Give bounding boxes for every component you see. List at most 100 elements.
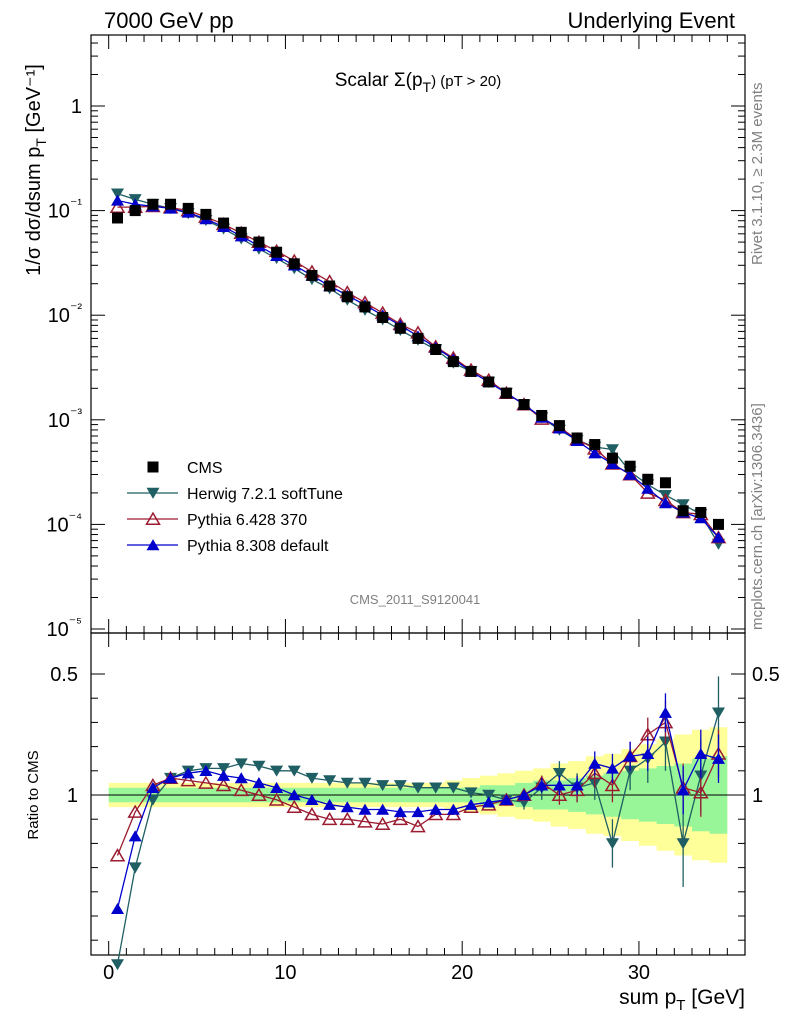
ratio-point-herwig-7-2-1-softtune xyxy=(676,838,690,850)
point-cms xyxy=(235,226,247,238)
ratio-point-herwig-7-2-1-softtune xyxy=(111,959,125,971)
ratio-point-pythia-8-308-default xyxy=(429,803,443,815)
point-cms xyxy=(606,452,618,464)
point-herwig-7-2-1-softtune xyxy=(605,444,619,456)
ratio-point-pythia-6-428-370 xyxy=(339,811,356,826)
ratio-point-pythia-8-308-default xyxy=(305,793,319,806)
ratio-point-pythia-6-428-370 xyxy=(268,792,285,806)
ratio-y-tick-label: 0.5 xyxy=(752,664,780,686)
ratio-point-herwig-7-2-1-softtune xyxy=(552,768,566,780)
y-tick-label: 10⁻⁴ xyxy=(46,509,82,536)
point-cms xyxy=(447,356,459,368)
ratio-point-pythia-6-428-370 xyxy=(198,775,214,789)
y-tick-label: 10⁻¹ xyxy=(48,196,83,223)
point-cms xyxy=(624,460,636,472)
point-cms xyxy=(659,477,671,489)
ratio-point-pythia-8-308-default xyxy=(111,902,125,914)
point-pythia-8-308-default xyxy=(658,497,672,509)
point-pythia-8-308-default xyxy=(623,468,637,480)
ratio-point-pythia-8-308-default xyxy=(411,806,425,818)
ratio-point-pythia-8-308-default xyxy=(287,789,301,801)
ratio-point-pythia-8-308-default xyxy=(252,777,266,789)
ratio-point-pythia-6-428-370 xyxy=(374,816,391,830)
ratio-point-pythia-6-428-370 xyxy=(127,804,144,818)
ratio-point-pythia-6-428-370 xyxy=(251,787,267,801)
plot-title: Scalar Σ(pT) (pT > 20) xyxy=(335,70,502,95)
point-cms xyxy=(500,387,512,399)
legend-marker xyxy=(147,461,159,473)
ratio-point-pythia-8-308-default xyxy=(181,767,195,779)
point-pythia-6-428-370 xyxy=(109,199,126,214)
point-cms xyxy=(712,518,724,530)
point-cms xyxy=(695,506,707,518)
point-cms xyxy=(288,258,300,270)
legend-label: CMS xyxy=(187,460,223,477)
ratio-point-pythia-6-428-370 xyxy=(304,807,320,821)
point-cms xyxy=(571,432,583,444)
point-cms xyxy=(518,399,530,411)
ratio-point-herwig-7-2-1-softtune xyxy=(128,862,142,874)
ratio-point-herwig-7-2-1-softtune xyxy=(411,782,425,794)
y-tick-label: 10⁻² xyxy=(48,300,83,327)
ratio-point-pythia-8-308-default xyxy=(128,830,142,842)
point-cms xyxy=(642,473,654,485)
ratio-point-herwig-7-2-1-softtune xyxy=(623,765,637,777)
ratio-point-pythia-8-308-default xyxy=(270,781,284,793)
ratio-point-pythia-8-308-default xyxy=(605,762,619,774)
point-cms xyxy=(271,246,283,258)
point-cms xyxy=(536,409,548,421)
point-cms xyxy=(430,343,442,355)
legend-label: Herwig 7.2.1 softTune xyxy=(187,486,343,503)
ratio-point-herwig-7-2-1-softtune xyxy=(234,758,248,770)
point-herwig-7-2-1-softtune xyxy=(111,188,125,200)
ratio-point-pythia-8-308-default xyxy=(711,752,725,764)
ratio-point-pythia-6-428-370 xyxy=(410,819,426,833)
y-tick-label: 1 xyxy=(71,96,82,118)
ratio-point-pythia-6-428-370 xyxy=(392,811,409,826)
y-axis-label: 1/σ dσ/dsum pT [GeV⁻¹] xyxy=(23,64,49,276)
ratio-point-pythia-8-308-default xyxy=(641,748,655,760)
ratio-point-pythia-8-308-default xyxy=(199,764,213,776)
ratio-point-herwig-7-2-1-softtune xyxy=(482,789,496,801)
legend: CMS Herwig 7.2.1 softTune Pythia 6.428 370… xyxy=(127,460,343,555)
ratio-point-pythia-8-308-default xyxy=(164,772,178,784)
ratio-point-pythia-8-308-default xyxy=(658,706,672,718)
ratio-point-herwig-7-2-1-softtune xyxy=(287,765,301,777)
legend-marker xyxy=(145,511,161,525)
x-tick-label: 20 xyxy=(451,962,473,984)
ratio-point-herwig-7-2-1-softtune xyxy=(358,777,372,789)
ratio-point-herwig-7-2-1-softtune xyxy=(323,775,337,787)
ratio-point-pythia-6-428-370 xyxy=(233,782,250,797)
ratio-point-pythia-6-428-370 xyxy=(180,773,197,787)
legend-label: Pythia 8.308 default xyxy=(187,538,329,555)
point-cms xyxy=(465,365,477,377)
ratio-y-axis-label: Ratio to CMS xyxy=(25,750,42,839)
ratio-point-herwig-7-2-1-softtune xyxy=(217,763,231,775)
ratio-point-pythia-6-428-370 xyxy=(215,777,232,792)
ratio-point-pythia-8-308-default xyxy=(217,769,231,781)
x-axis-label: sum pT [GeV] xyxy=(619,986,745,1014)
ratio-point-pythia-6-428-370 xyxy=(286,799,303,814)
x-tick-label: 10 xyxy=(274,962,296,984)
analysis-watermark: CMS_2011_S9120041 xyxy=(350,592,481,607)
ratio-point-herwig-7-2-1-softtune xyxy=(429,782,443,794)
ratio-plot-frame xyxy=(90,632,746,956)
main-plot: 10⁻⁵ 10⁻⁴ 10⁻³ 10⁻² 10⁻¹ 1 xyxy=(46,34,746,955)
ratio-point-pythia-6-428-370 xyxy=(586,765,603,780)
header-right: Underlying Event xyxy=(567,8,735,33)
point-cms xyxy=(412,332,424,344)
ratio-point-pythia-6-428-370 xyxy=(551,787,568,801)
header-left: 7000 GeV pp xyxy=(104,8,234,33)
point-herwig-7-2-1-softtune xyxy=(676,499,690,511)
ratio-line-pythia-6-428-370 xyxy=(116,721,720,856)
ratio-point-herwig-7-2-1-softtune xyxy=(605,838,619,850)
point-cms xyxy=(394,322,406,334)
legend-marker xyxy=(146,487,160,499)
ratio-y-tick-label: 1 xyxy=(67,785,78,807)
point-pythia-8-308-default xyxy=(641,482,655,494)
ratio-point-pythia-8-308-default xyxy=(393,806,407,818)
ratio-point-pythia-8-308-default xyxy=(552,779,566,791)
y-tick-label: 10⁻⁵ xyxy=(47,614,82,641)
ratio-point-pythia-6-428-370 xyxy=(357,814,373,828)
